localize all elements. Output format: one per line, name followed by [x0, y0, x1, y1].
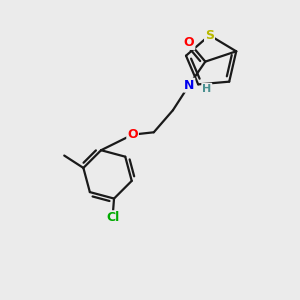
Text: S: S: [205, 29, 214, 42]
Text: O: O: [127, 128, 138, 141]
Text: O: O: [184, 36, 194, 49]
Text: H: H: [202, 84, 212, 94]
Text: Cl: Cl: [106, 211, 119, 224]
Text: N: N: [184, 79, 194, 92]
